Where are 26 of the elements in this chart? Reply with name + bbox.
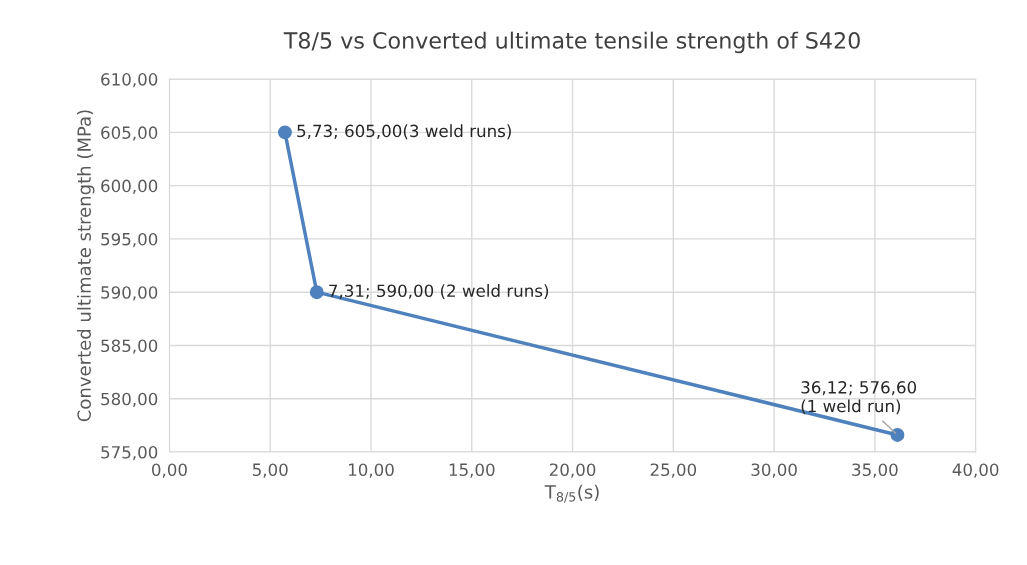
y-tick-label: 580,00 xyxy=(101,392,158,407)
x-axis-title: T$_{8/5}$(s) xyxy=(544,484,599,503)
y-tick-label: 610,00 xyxy=(101,73,158,88)
point xyxy=(277,125,292,140)
point xyxy=(890,428,905,442)
point xyxy=(309,285,324,300)
y-tick-label: 590,00 xyxy=(101,286,158,301)
x-tick-label: 15,00 xyxy=(449,463,495,478)
x-tick-label: 25,00 xyxy=(650,463,697,478)
y-tick-label: 575,00 xyxy=(101,445,158,461)
x-tick-label: 35,00 xyxy=(852,463,898,478)
y-tick-label: 585,00 xyxy=(101,339,158,354)
x-tick-label: 40,00 xyxy=(952,463,999,478)
chart-title: T8/5 vs Converted ultimate tensile strength of S420 xyxy=(283,31,860,54)
annotation: 7,31; 590,00 (2 weld runs) xyxy=(329,284,549,299)
y-axis-title: Converted ultimate strength (MPa) xyxy=(77,110,95,422)
annotation: 36,12; 576,60 (1 weld run) xyxy=(801,381,917,415)
y-tick-label: 600,00 xyxy=(101,179,158,194)
x-tick-label: 20,00 xyxy=(549,463,596,478)
y-tick-label: 595,00 xyxy=(101,232,158,248)
y-tick-label: 605,00 xyxy=(101,126,158,141)
x-tick-label: 10,00 xyxy=(348,463,394,478)
x-tick-label: 0,00 xyxy=(152,463,187,478)
x-tick-label: 30,00 xyxy=(751,463,797,478)
annotation: 5,73; 605,00(3 weld runs) xyxy=(297,124,511,140)
x-tick-label: 5,00 xyxy=(252,463,288,478)
